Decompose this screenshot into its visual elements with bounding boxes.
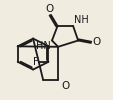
Text: O: O <box>91 37 99 47</box>
Text: HN: HN <box>36 42 50 52</box>
Text: O: O <box>61 81 69 91</box>
Text: F: F <box>32 57 38 67</box>
Text: O: O <box>45 4 53 14</box>
Text: NH: NH <box>74 15 88 25</box>
